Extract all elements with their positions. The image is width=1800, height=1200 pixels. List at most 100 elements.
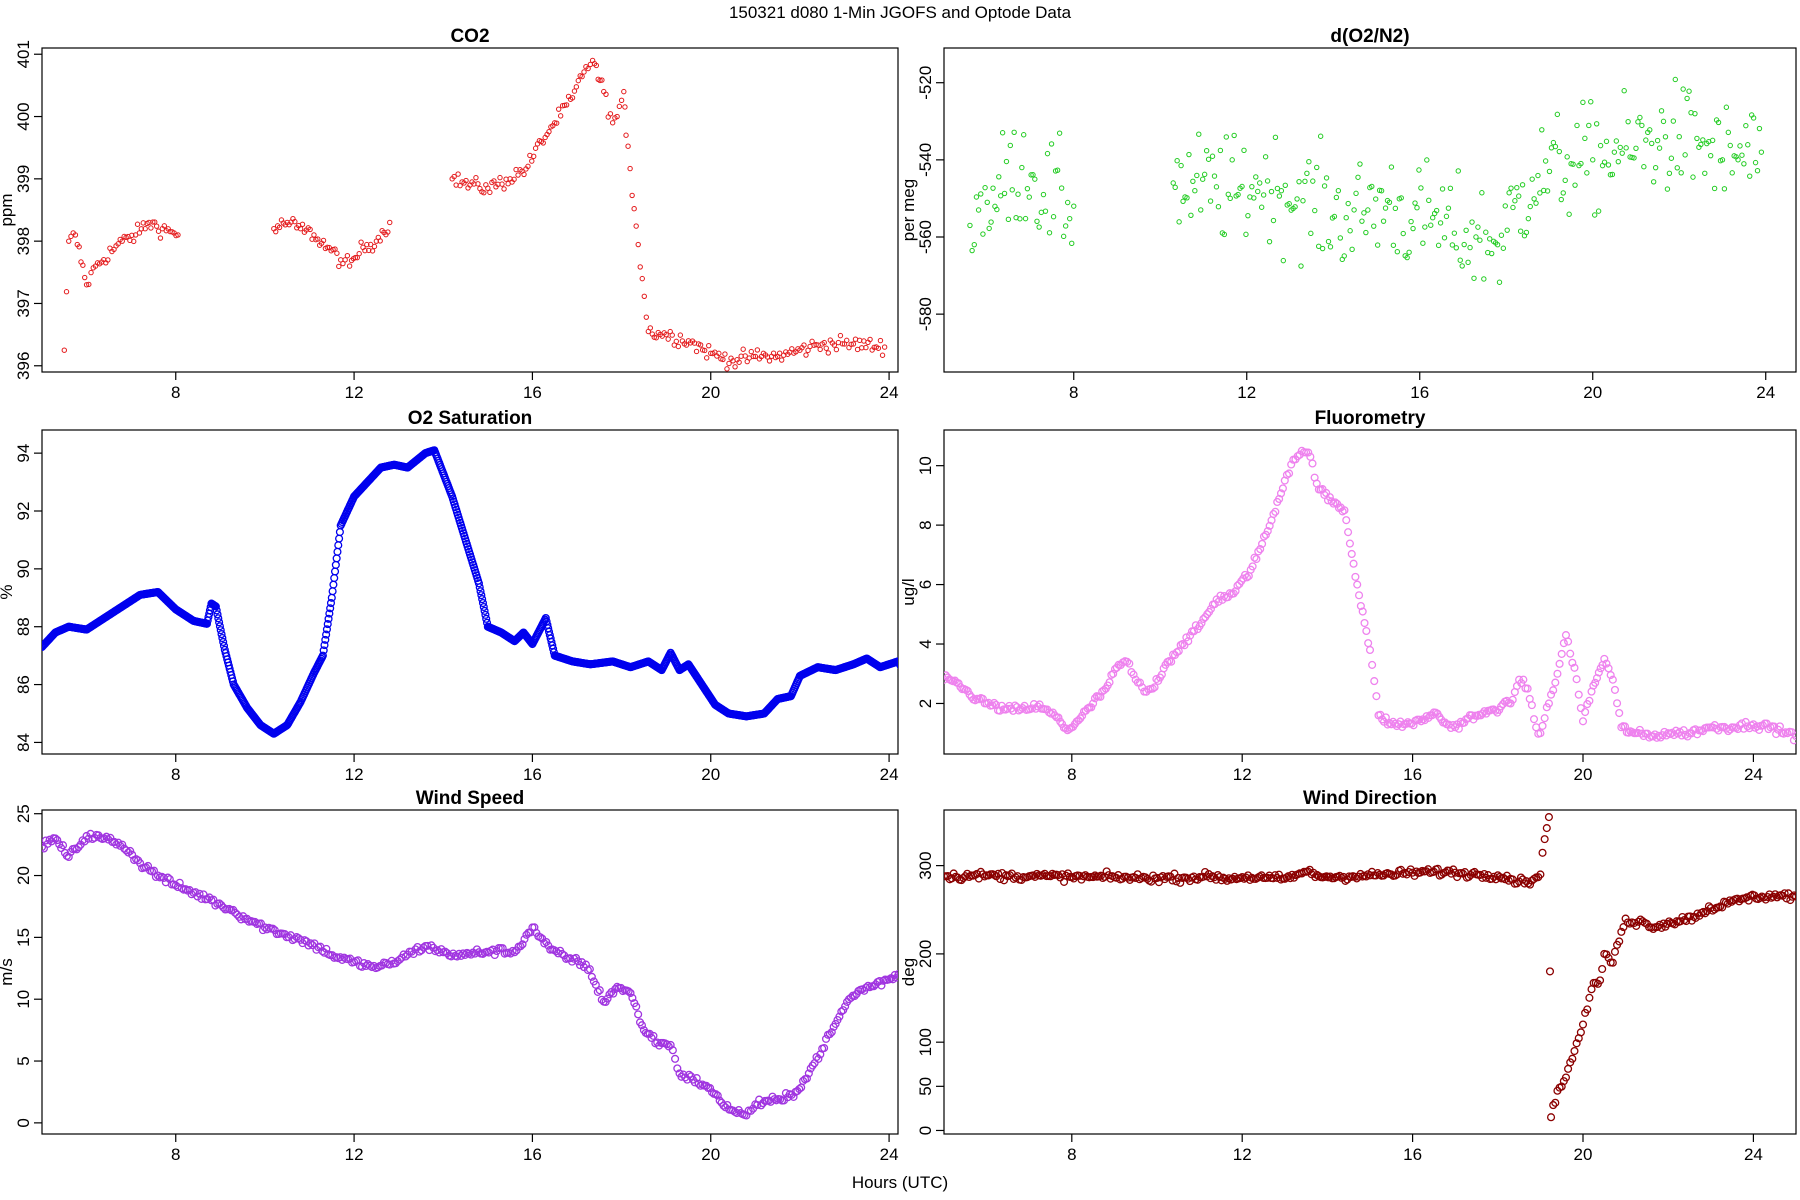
o2n2-point (1471, 275, 1477, 281)
co2-point (803, 352, 809, 358)
o2n2-point (1203, 148, 1210, 154)
fluorometry-ylabel: ug/l (899, 578, 918, 605)
co2-point (625, 143, 631, 149)
fluorometry-point (1628, 728, 1637, 737)
co2-point (334, 250, 340, 256)
o2-saturation-point (479, 602, 488, 612)
co2-point (129, 232, 135, 238)
o2-saturation-point (429, 446, 438, 455)
o2n2-point (986, 225, 992, 232)
fluorometry-point (1368, 660, 1377, 669)
o2n2-point (1223, 134, 1229, 140)
co2-point (603, 91, 609, 97)
co2-y-tick-label: 397 (14, 289, 33, 317)
o2n2-point (1227, 195, 1233, 202)
o2n2-title: d(O2/N2) (1330, 26, 1409, 47)
o2n2-point (1245, 212, 1251, 219)
o2-saturation-point (481, 610, 490, 619)
co2-point (356, 250, 362, 257)
o2n2-point (1003, 158, 1010, 165)
o2n2-point (1672, 76, 1678, 83)
wind-direction-point (1725, 896, 1734, 905)
wind-speed-point (723, 1100, 732, 1110)
co2-point (622, 104, 628, 110)
o2n2-point (1727, 142, 1733, 149)
o2n2-point (1306, 159, 1312, 165)
o2n2-point (1603, 138, 1610, 145)
o2n2-point (1296, 178, 1302, 185)
o2n2-point (1310, 178, 1316, 184)
o2-saturation-x-tick-label: 24 (880, 765, 899, 784)
wind-direction-point (1508, 875, 1517, 884)
wind-direction-point (1657, 923, 1666, 932)
o2n2-point (1017, 216, 1023, 222)
co2-point (726, 360, 732, 367)
o2-saturation-point (210, 601, 220, 610)
co2-point (82, 274, 88, 281)
co2-point (742, 353, 748, 359)
o2n2-point (1394, 249, 1401, 255)
o2n2-point (1062, 223, 1069, 229)
o2n2-point (1582, 135, 1588, 142)
o2n2-point (1590, 157, 1596, 163)
wind-direction-point (1108, 872, 1117, 881)
o2n2-point (1071, 203, 1077, 209)
wind-direction-point (1512, 879, 1522, 888)
wind-direction-point (1123, 873, 1133, 882)
co2-point (701, 347, 708, 354)
wind-direction-point (1524, 879, 1533, 888)
wind-direction-point (1422, 867, 1431, 876)
o2n2-point (1684, 95, 1690, 102)
wind-direction-point (1568, 1054, 1577, 1063)
co2-point (320, 237, 327, 244)
o2n2-point (1196, 131, 1202, 137)
o2n2-point (1369, 183, 1375, 190)
fluorometry-point (1591, 678, 1600, 687)
o2n2-point (1475, 224, 1481, 230)
o2n2-plot-frame (943, 47, 1797, 373)
wind-speed-point (795, 1084, 804, 1094)
wind-direction-point (990, 870, 999, 879)
figure-xlabel: Hours (UTC) (852, 1173, 948, 1192)
wind-speed-point (306, 939, 315, 948)
o2n2-point (1361, 210, 1367, 216)
o2n2-point (1556, 148, 1563, 155)
wind-speed-point (195, 889, 204, 898)
wind-speed-point (219, 903, 228, 912)
o2n2-point (1552, 143, 1559, 150)
wind-speed-point (191, 888, 200, 897)
co2-point (875, 345, 882, 351)
fluorometry-point (1566, 649, 1575, 658)
fluorometry-point (1722, 724, 1731, 733)
fluorometry-point (1054, 713, 1063, 722)
co2-point (789, 346, 795, 352)
fluorometry-point (1087, 703, 1096, 712)
o2n2-point (1022, 215, 1029, 222)
fluorometry-point (1029, 700, 1038, 709)
o2n2-point (1030, 172, 1036, 178)
fluorometry-point (1248, 562, 1257, 571)
co2-x-tick-label: 20 (701, 383, 720, 402)
o2n2-point (980, 231, 986, 237)
fluorometry-point (1449, 721, 1458, 730)
co2-title: CO2 (450, 26, 489, 47)
fluorometry-point (1231, 587, 1240, 596)
wind-direction-point (1487, 874, 1497, 883)
o2n2-point (1239, 183, 1245, 190)
wind-direction-x-tick-label: 8 (1067, 1145, 1076, 1164)
o2-saturation-point (319, 646, 328, 655)
o2n2-point (1333, 194, 1340, 201)
wind-speed-title: Wind Speed (416, 788, 525, 809)
co2-point (336, 263, 342, 270)
o2n2-point (990, 185, 996, 191)
o2n2-point (1463, 227, 1469, 234)
wind-direction-point (1206, 874, 1215, 883)
o2-saturation-point (322, 625, 331, 634)
o2n2-point (1272, 134, 1279, 141)
fluorometry-point (995, 706, 1004, 715)
wind-direction-point (1538, 848, 1547, 857)
co2-panel: CO2 ppm 8 12 16 20 24 396 397 398 399 400 401 (0, 26, 899, 402)
o2n2-point (1541, 187, 1547, 194)
wind-speed-point (835, 1012, 844, 1021)
wind-speed-x-tick-label: 8 (171, 1145, 180, 1164)
